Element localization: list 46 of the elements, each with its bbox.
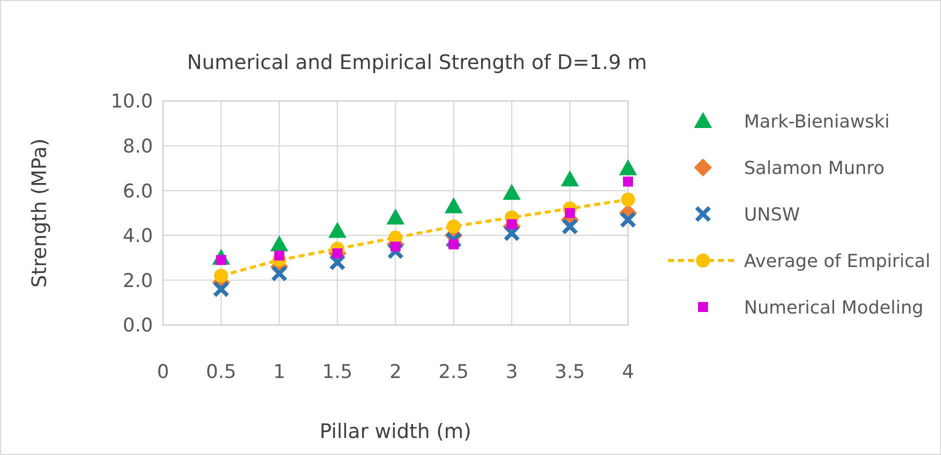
y-tick-label: 2.0 — [122, 270, 153, 292]
point — [214, 282, 228, 296]
point — [388, 244, 402, 258]
point — [448, 239, 459, 250]
point — [446, 219, 461, 234]
chart-title: Numerical and Empirical Strength of D=1.9 m — [187, 50, 647, 74]
point — [272, 266, 286, 280]
x-tick-label: 2 — [389, 361, 402, 383]
legend-label: Numerical Modeling — [744, 297, 924, 318]
x-tick-label: 2.5 — [438, 361, 469, 383]
point — [330, 255, 344, 270]
legend-label: Mark-Bieniawski — [744, 111, 890, 132]
point — [560, 170, 579, 186]
point — [386, 208, 404, 224]
y-tick-label: 10.0 — [110, 90, 153, 113]
y-tick-label: 4.0 — [122, 225, 153, 248]
point — [214, 268, 228, 283]
point — [446, 232, 461, 247]
x-tick-label: 1 — [273, 361, 286, 383]
legend-label: UNSW — [744, 204, 800, 226]
point — [619, 159, 637, 176]
x-tick-label: 0 — [156, 361, 170, 383]
x-tick-label: 4 — [622, 361, 634, 383]
legend-label: Average of Empirical — [744, 250, 930, 272]
point — [621, 192, 635, 207]
point — [504, 226, 519, 240]
point — [506, 219, 517, 230]
x-axis-title: Pillar width (m) — [320, 419, 472, 443]
x-tick-label: 1.5 — [322, 361, 352, 383]
x-tick-label: 3 — [506, 361, 518, 383]
point — [328, 222, 346, 238]
point — [270, 235, 288, 252]
y-axis-title: Strength (MPa) — [27, 138, 51, 288]
point — [444, 197, 463, 214]
point — [390, 242, 400, 252]
x-tick-label: 3.5 — [554, 361, 585, 383]
point — [562, 219, 577, 234]
point — [332, 248, 342, 258]
y-tick-label: 8.0 — [122, 135, 153, 158]
y-tick-label: 6.0 — [122, 180, 153, 202]
point — [502, 184, 521, 200]
point — [621, 212, 635, 227]
legend-label: Salamon Munro — [744, 158, 885, 179]
x-tick-label: 0.5 — [206, 361, 236, 383]
point — [623, 176, 633, 187]
y-tick-label: 0.0 — [122, 314, 153, 337]
